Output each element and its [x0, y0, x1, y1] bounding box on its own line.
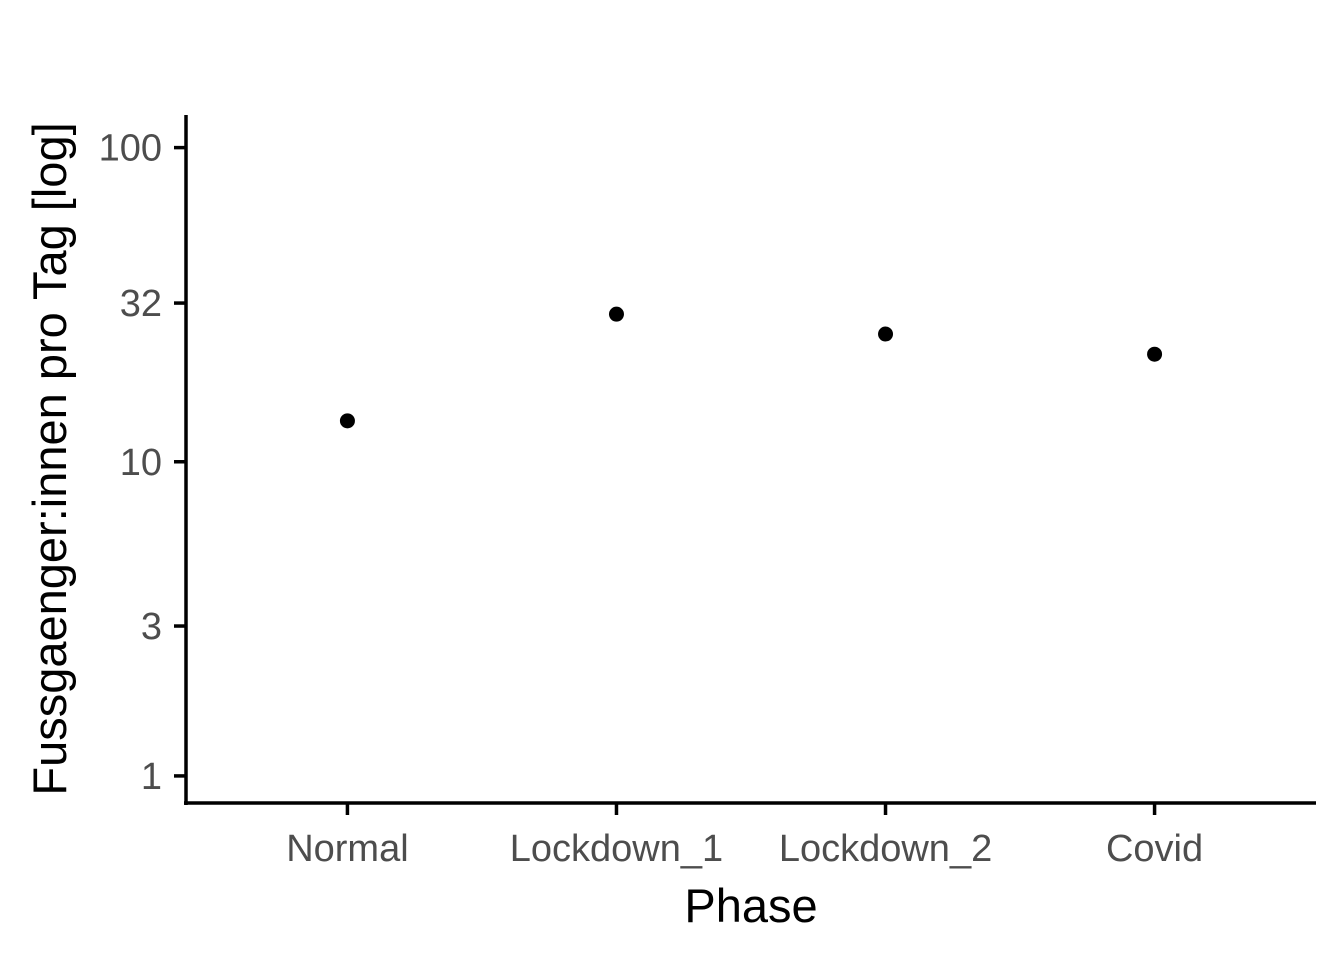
- x-tick-label: Lockdown_2: [779, 828, 992, 870]
- y-tick-label: 3: [141, 606, 162, 648]
- x-axis-ticks: Normal Lockdown_1 Lockdown_2 Covid: [286, 803, 1203, 870]
- x-axis-title: Phase: [684, 879, 817, 932]
- data-points: [339, 306, 1163, 429]
- y-axis-ticks: 1 3 10 32 100: [99, 128, 186, 798]
- y-tick-label: 10: [120, 442, 162, 484]
- data-point: [339, 413, 355, 429]
- y-tick-label: 100: [99, 128, 162, 170]
- y-tick-label: 32: [120, 283, 162, 325]
- data-point: [608, 306, 624, 322]
- data-point: [878, 326, 894, 342]
- y-tick-label: 1: [141, 756, 162, 798]
- y-axis-title: Fussgaenger:innen pro Tag [log]: [23, 122, 76, 795]
- x-tick-label: Normal: [286, 828, 408, 870]
- x-tick-label: Covid: [1106, 828, 1203, 870]
- x-tick-label: Lockdown_1: [510, 828, 723, 870]
- data-point: [1147, 346, 1163, 362]
